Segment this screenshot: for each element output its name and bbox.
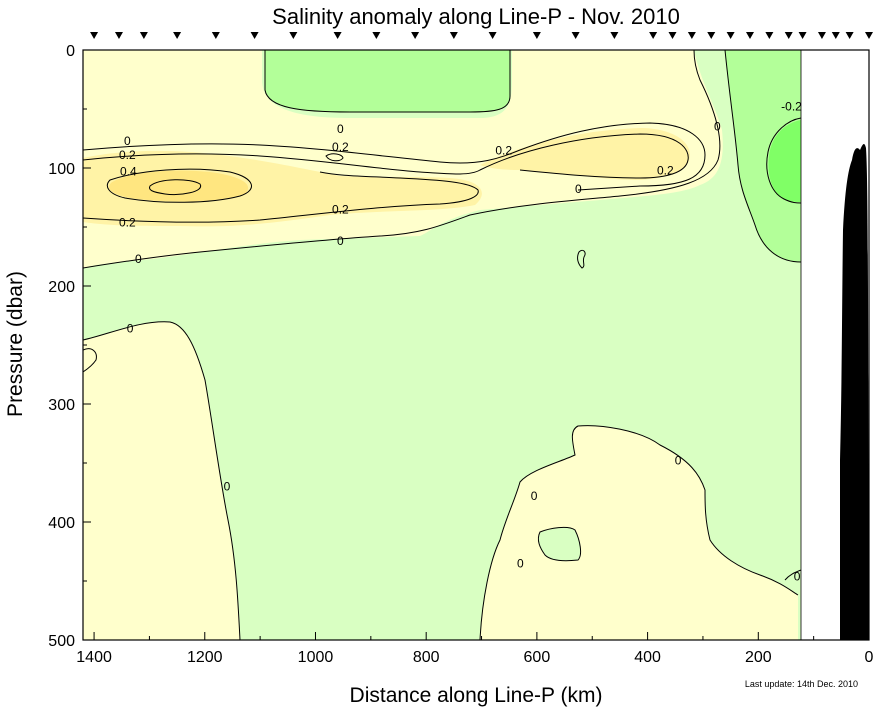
x-tick-label: 800: [413, 649, 440, 666]
station-marker: [798, 32, 807, 39]
station-marker: [610, 32, 619, 39]
station-marker: [449, 32, 458, 39]
x-tick-label: 600: [524, 649, 551, 666]
contour-label: 0: [575, 182, 582, 196]
contour-line-deep-left: [83, 321, 241, 640]
contour-line-deep-left-small: [83, 348, 97, 373]
contour-label: 0: [531, 489, 538, 503]
station-marker: [411, 32, 420, 39]
station-marker: [333, 32, 342, 39]
contour-label: 0: [135, 252, 142, 266]
contour-line-neg-right: [724, 50, 802, 263]
contour-label: -0.2: [781, 100, 802, 114]
region-positive-deep-left: [83, 321, 240, 640]
contour-label: 0: [714, 120, 721, 134]
station-marker: [571, 32, 580, 39]
contour-field: [83, 50, 869, 640]
y-axis: 0 100 200 300 400 500: [48, 43, 91, 650]
bathymetry: [840, 144, 869, 640]
region-positive-mid-right: [480, 128, 690, 180]
contour-line-deep-mid: [479, 425, 799, 640]
station-marker: [649, 32, 658, 39]
y-tick-label: 100: [48, 161, 75, 178]
contour-line-0-lower: [83, 50, 721, 269]
contour-line-notch: [537, 526, 582, 562]
chart-title: Salinity anomaly along Line-P - Nov. 201…: [272, 4, 680, 29]
region-negative-core: [768, 120, 801, 202]
station-markers: [90, 32, 873, 39]
station-marker: [289, 32, 298, 39]
contour-label: 0.2: [657, 163, 674, 177]
y-tick-label: 400: [48, 515, 75, 532]
y-axis-label: Pressure (dbar): [4, 271, 27, 417]
station-marker: [745, 32, 754, 39]
station-marker: [250, 32, 259, 39]
contour-label: 0: [224, 480, 231, 494]
station-marker: [139, 32, 148, 39]
contour-line-0-upper: [83, 122, 706, 191]
x-tick-label: 1000: [298, 649, 334, 666]
station-marker: [726, 32, 735, 39]
region-positive-core: [109, 170, 249, 202]
last-update-note: Last update: 14th Dec. 2010: [745, 679, 858, 689]
station-marker: [211, 32, 220, 39]
station-marker: [817, 32, 826, 39]
contour-line-tiny-loop-2: [325, 153, 344, 162]
contour-label: 0.4: [120, 165, 137, 179]
station-marker: [90, 32, 99, 39]
x-tick-label: 400: [634, 649, 661, 666]
x-axis: 1400 1200 1000 800 600 400 200 0: [76, 632, 874, 666]
x-tick-label: 1200: [187, 649, 223, 666]
contour-label: 0: [127, 321, 134, 335]
contour-line-0.4-inner: [149, 179, 202, 195]
station-marker: [707, 32, 716, 39]
region-positive-deep-mid: [480, 425, 798, 640]
contour-label: 0.2: [119, 148, 136, 162]
y-tick-label: 300: [48, 397, 75, 414]
contour-line-neg-mid: [264, 50, 511, 113]
contour-line-tiny-loop: [577, 249, 586, 269]
contour-label: 0.2: [332, 202, 349, 216]
station-marker: [488, 32, 497, 39]
contour-line-0.4: [106, 168, 252, 203]
contour-label: 0.2: [332, 140, 349, 154]
region-negative-surface-mid: [265, 50, 510, 112]
x-tick-label: 1400: [76, 649, 112, 666]
contour-label: 0: [794, 569, 801, 583]
station-marker: [865, 32, 873, 39]
station-marker: [114, 32, 123, 39]
contour-line-0.2-a: [83, 133, 689, 179]
region-green-notch: [538, 527, 581, 561]
contour-line-neg-core: [766, 117, 802, 204]
station-marker: [784, 32, 793, 39]
contour-label: 0: [517, 556, 524, 570]
y-tick-label: 500: [48, 633, 75, 650]
station-marker: [668, 32, 677, 39]
region-negative-right: [725, 50, 801, 262]
contour-line-right-deep: [784, 569, 802, 581]
station-marker: [765, 32, 774, 39]
contour-line-0.2-b: [83, 171, 479, 223]
contour-label: 0.2: [495, 143, 512, 157]
x-axis-label: Distance along Line-P (km): [350, 684, 603, 707]
y-tick-label: 200: [48, 279, 75, 296]
x-tick-label: 200: [745, 649, 772, 666]
station-marker: [372, 32, 381, 39]
station-marker: [831, 32, 840, 39]
contour-label: 0: [124, 134, 131, 148]
contour-label: 0: [337, 234, 344, 248]
x-tick-label: 0: [865, 649, 874, 666]
station-marker: [532, 32, 541, 39]
station-marker: [845, 32, 854, 39]
station-marker: [687, 32, 696, 39]
contour-lines: [83, 50, 802, 640]
contour-label: 0.2: [119, 215, 136, 229]
contour-label: 0: [675, 454, 682, 468]
station-marker: [173, 32, 182, 39]
contour-label: 0: [337, 122, 344, 136]
y-tick-label: 0: [66, 43, 75, 60]
